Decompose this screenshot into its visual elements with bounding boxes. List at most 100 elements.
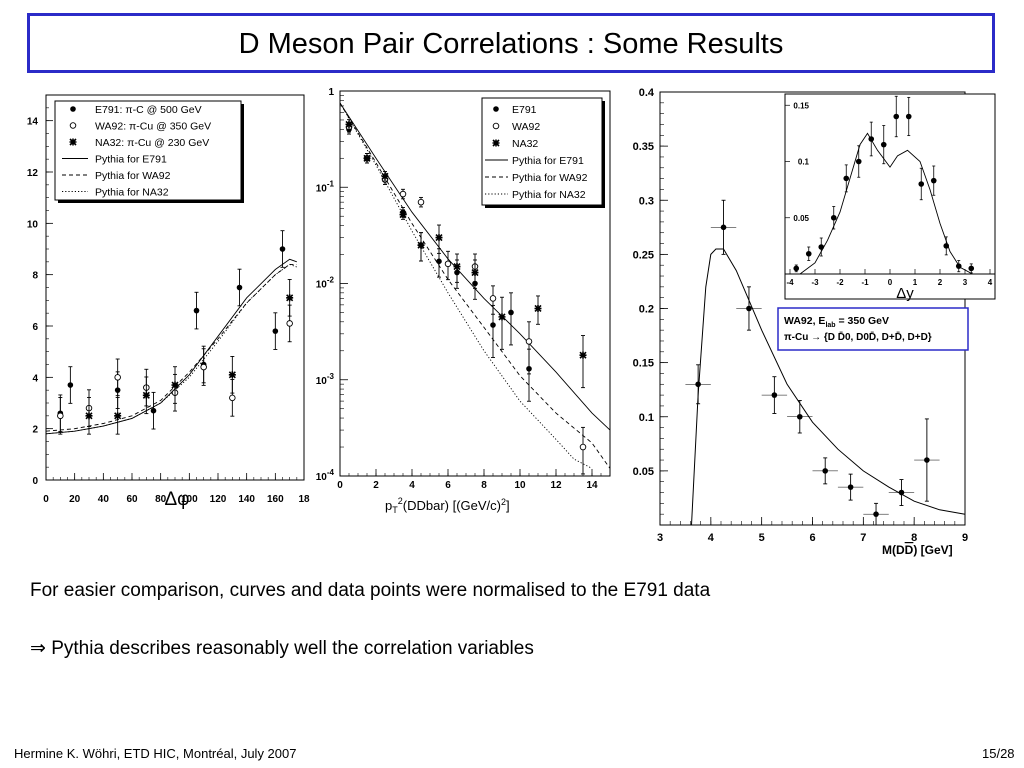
inset-ytick-label: 0.1 bbox=[798, 158, 810, 167]
chart2-point bbox=[471, 268, 479, 277]
chart1: 0 20 40 60 80 100 120 140 160 1802468101214E791: … bbox=[27, 94, 310, 505]
chart3-xtick-label: 3 bbox=[657, 532, 663, 544]
chart1-legend-marker bbox=[70, 106, 76, 112]
inset-xtick-label: 1 bbox=[913, 278, 918, 287]
chart1-point bbox=[272, 328, 279, 334]
inset-point bbox=[880, 141, 887, 148]
chart2-point bbox=[489, 295, 497, 302]
inset-point bbox=[855, 158, 862, 165]
chart2-point bbox=[579, 351, 587, 359]
chart3-point bbox=[822, 468, 829, 474]
chart1-point bbox=[171, 381, 179, 389]
chart2-point bbox=[534, 304, 542, 313]
chart2-xlabel: pT2(DDbar) [(GeV/c)2] bbox=[385, 496, 510, 515]
chart2-point bbox=[490, 322, 496, 328]
slide-title: D Meson Pair Correlations : Some Results bbox=[238, 28, 784, 60]
chart1-legend-label: E791: π-C @ 500 GeV bbox=[95, 104, 202, 116]
inset-ytick-label: 0.15 bbox=[793, 101, 809, 110]
inset-point bbox=[843, 175, 850, 182]
chart3-ytick-label: 0.1 bbox=[639, 412, 654, 424]
title-box: D Meson Pair Correlations : Some Results bbox=[27, 13, 995, 73]
chart2-ytick-label: 10-4 bbox=[316, 468, 335, 483]
chart1-legend-shadow bbox=[241, 104, 244, 203]
chart1-point bbox=[279, 246, 286, 252]
chart3-point bbox=[924, 457, 930, 463]
implies-arrow: ⇒ bbox=[30, 638, 46, 659]
chart3-xtick-label: 6 bbox=[809, 532, 815, 544]
chart1-point bbox=[57, 412, 64, 420]
chart1-ytick-label: 10 bbox=[27, 219, 39, 230]
chart2-ytick-label: 10-3 bbox=[316, 372, 335, 387]
inset-point bbox=[968, 265, 975, 272]
inset-pythia-line bbox=[799, 132, 973, 275]
chart2-legend-label: WA92 bbox=[512, 121, 540, 133]
chart2-point bbox=[453, 262, 461, 271]
chart2-ytick-label: 10-2 bbox=[316, 276, 335, 291]
chart1-legend-label: Pythia for E791 bbox=[95, 154, 167, 166]
chart1-point bbox=[286, 294, 294, 302]
chart2-xtick-label: 6 bbox=[445, 480, 451, 491]
caption-line2-text: Pythia describes reasonably well the cor… bbox=[51, 638, 534, 659]
chart3-ytick-label: 0.2 bbox=[639, 304, 654, 316]
chart3-point bbox=[873, 511, 879, 517]
chart1-ytick-label: 6 bbox=[32, 322, 38, 333]
chart1-ytick-label: 8 bbox=[32, 271, 38, 282]
chart2-point bbox=[444, 260, 452, 268]
chart2-xtick-label: 4 bbox=[409, 480, 415, 491]
chart3-xtick-label: 8 bbox=[911, 532, 917, 544]
chart1-legend-marker bbox=[69, 138, 77, 146]
chart2-point bbox=[399, 211, 407, 219]
inset-point bbox=[943, 243, 950, 249]
chart1-point bbox=[142, 391, 150, 399]
chart2-legend-label: NA32 bbox=[512, 138, 538, 150]
inset-xtick-label: -3 bbox=[811, 278, 819, 287]
chart1-point bbox=[236, 284, 243, 291]
chart3-xtick-label: 7 bbox=[860, 532, 866, 544]
chart2-xtick-label: 10 bbox=[514, 480, 526, 491]
chart2-series-line-4 bbox=[339, 102, 611, 469]
chart2-ytick-label: 10-1 bbox=[316, 179, 335, 194]
inset-point bbox=[818, 244, 825, 250]
inset-xtick-label: 4 bbox=[988, 278, 993, 287]
chart2-legend-marker bbox=[492, 122, 500, 130]
inset-xtick-label: 2 bbox=[938, 278, 943, 287]
chart1-legend-label: Pythia for NA32 bbox=[95, 187, 169, 199]
inset-xtick-label: 0 bbox=[888, 278, 893, 287]
chart1-point bbox=[67, 382, 74, 388]
inset-point bbox=[805, 250, 812, 257]
chart3-xtick-label: 5 bbox=[759, 532, 765, 544]
chart1-point bbox=[229, 394, 236, 402]
chart2-xtick-label: 14 bbox=[586, 480, 598, 491]
inset-point bbox=[868, 136, 875, 142]
chart3-ytick-label: 0.05 bbox=[633, 466, 654, 478]
caption-line1: For easier comparison, curves and data p… bbox=[30, 580, 711, 601]
inset-frame bbox=[784, 93, 996, 300]
chart1-xtick-label: 100 bbox=[181, 494, 198, 505]
chart2-legend-shadow bbox=[602, 101, 605, 208]
inset-point bbox=[918, 181, 925, 187]
chart3-point bbox=[898, 489, 905, 496]
chart1-xlabel: Δφ bbox=[164, 489, 189, 510]
inset-point bbox=[930, 177, 937, 184]
chart3-point bbox=[695, 381, 701, 388]
chart2-point bbox=[345, 120, 353, 128]
chart2-point bbox=[435, 234, 443, 242]
inset-chart: -4 -3 -2 -1 0 1 2 3 4 0.05 0.1 0.15 bbox=[785, 95, 993, 287]
chart2-point bbox=[381, 172, 389, 180]
chart2-legend-label: Pythia for WA92 bbox=[512, 172, 588, 184]
chart1-legend-label: WA92: π-Cu @ 350 GeV bbox=[95, 121, 211, 133]
chart3-xtick-label: 9 bbox=[962, 532, 968, 544]
chart1-xtick-label: 80 bbox=[155, 494, 167, 505]
chart3-xtick-label: 4 bbox=[708, 532, 715, 544]
chart1-xtick-label: 40 bbox=[98, 494, 110, 505]
chart2-legend-marker bbox=[492, 139, 500, 147]
caption-line2: ⇒ Pythia describes reasonably well the c… bbox=[30, 637, 534, 660]
chart3-ytick-label: 0.35 bbox=[633, 141, 654, 153]
chart1-xtick-label: 0 bbox=[43, 494, 49, 505]
chart3-point bbox=[746, 305, 752, 312]
inset-ytick-label: 0.05 bbox=[793, 214, 809, 223]
chart3-ytick-label: 0.25 bbox=[633, 249, 654, 261]
inset-xtick-label: -1 bbox=[861, 278, 869, 287]
chart1-point bbox=[228, 371, 236, 379]
chart1-point bbox=[150, 407, 157, 414]
